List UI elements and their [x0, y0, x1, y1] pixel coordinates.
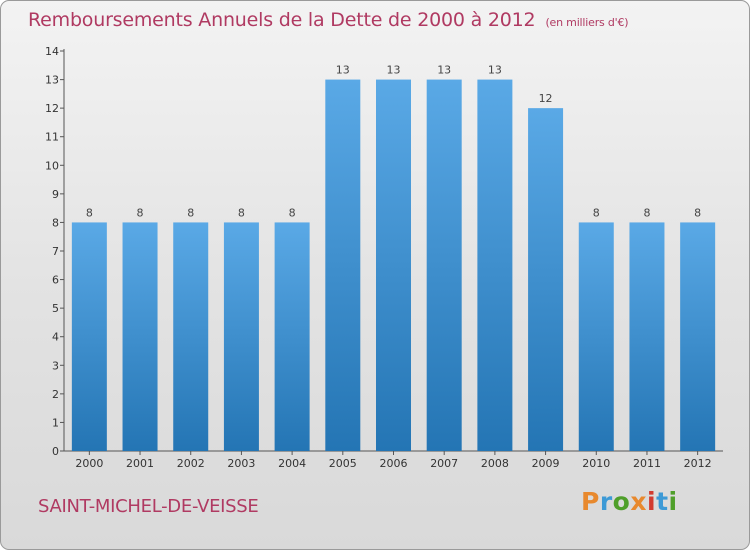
logo-letter: o	[612, 487, 631, 516]
y-tick-label: 12	[45, 102, 59, 115]
data-label-2006: 13	[387, 64, 401, 77]
y-tick-label: 8	[52, 216, 59, 229]
bar-2008	[477, 79, 513, 452]
y-tick-label: 13	[45, 74, 59, 87]
logo-letter: P	[581, 487, 600, 516]
logo-letter: r	[599, 487, 613, 516]
y-tick-label: 14	[45, 45, 59, 58]
y-tick-label: 10	[45, 159, 59, 172]
y-tick-label: 0	[52, 445, 59, 458]
x-tick-label-2009: 2009	[532, 457, 560, 470]
chart-title: Remboursements Annuels de la Dette de 20…	[28, 9, 629, 31]
bar-2004	[274, 222, 310, 451]
bar-2000	[71, 222, 107, 451]
data-label-2004: 8	[289, 206, 296, 219]
data-label-2009: 12	[539, 92, 553, 105]
y-tick-label: 9	[52, 188, 59, 201]
data-label-2010: 8	[593, 206, 600, 219]
bar-2006	[376, 79, 411, 452]
logo-letter: x	[630, 487, 647, 516]
data-label-2012: 8	[694, 206, 701, 219]
data-label-2005: 13	[336, 64, 350, 77]
data-label-2011: 8	[643, 206, 650, 219]
y-tick-label: 11	[45, 131, 59, 144]
logo-letter: i	[647, 487, 657, 516]
bar-2003	[223, 222, 259, 451]
bars	[71, 79, 716, 452]
unit-note: (en milliers d'€)	[545, 16, 629, 29]
y-tick-label: 2	[52, 388, 59, 401]
y-tick-label: 3	[52, 359, 59, 372]
data-label-2002: 8	[187, 206, 194, 219]
bar-2010	[578, 222, 614, 451]
bar-2011	[629, 222, 665, 451]
x-tick-label-2006: 2006	[380, 457, 408, 470]
x-tick-label-2002: 2002	[177, 457, 205, 470]
x-tick-label-2003: 2003	[227, 457, 255, 470]
x-tick-label-2011: 2011	[633, 457, 661, 470]
proxiti-logo: Proxiti	[581, 487, 678, 516]
x-tick-label-2008: 2008	[481, 457, 509, 470]
bar-2009	[528, 108, 564, 452]
bar-2001	[122, 222, 158, 451]
x-tick-label-2004: 2004	[278, 457, 306, 470]
x-tick-label-2001: 2001	[126, 457, 154, 470]
data-label-2008: 13	[488, 64, 502, 77]
location-label: SAINT-MICHEL-DE-VEISSE	[38, 496, 259, 517]
bar-2012	[680, 222, 716, 451]
x-tick-label-2012: 2012	[684, 457, 712, 470]
data-label-2007: 13	[437, 64, 451, 77]
y-tick-label: 6	[52, 274, 59, 287]
x-tick-label-2005: 2005	[329, 457, 357, 470]
data-label-2001: 8	[137, 206, 144, 219]
bar-2005	[325, 79, 361, 452]
title-text: Remboursements Annuels de la Dette de 20…	[28, 9, 536, 31]
y-tick-label: 5	[52, 302, 59, 315]
x-tick-label-2000: 2000	[75, 457, 103, 470]
bar-labels: 8 8 8 8 8 13 13 13 13 12 8 8 8	[86, 64, 701, 220]
data-label-2000: 8	[86, 206, 93, 219]
y-tick-label: 7	[52, 245, 59, 258]
logo-letter: t	[656, 487, 669, 516]
data-label-2003: 8	[238, 206, 245, 219]
x-tick-label-2007: 2007	[430, 457, 458, 470]
y-tick-label: 1	[52, 416, 59, 429]
logo-letter: i	[668, 487, 678, 516]
bar-2007	[426, 79, 462, 452]
x-tick-label-2010: 2010	[582, 457, 610, 470]
y-tick-label: 4	[52, 331, 59, 344]
bar-2002	[173, 222, 209, 451]
